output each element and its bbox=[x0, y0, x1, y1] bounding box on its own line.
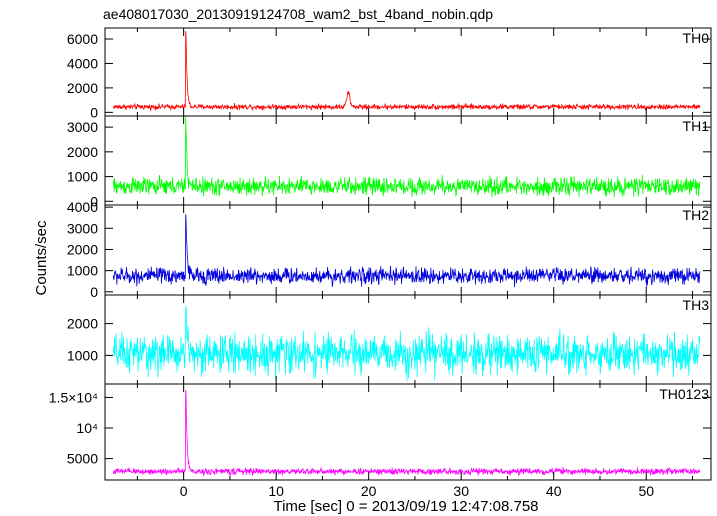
series-line-th0123 bbox=[112, 390, 701, 477]
y-tick-label: 0 bbox=[90, 284, 98, 300]
x-axis-label: Time [sec] 0 = 2013/09/19 12:47:08.758 bbox=[273, 498, 538, 515]
y-tick-label: 1000 bbox=[67, 263, 98, 279]
panel-label-th0: TH0 bbox=[683, 30, 710, 46]
x-tick-label: 40 bbox=[546, 483, 562, 499]
x-tick-label: 20 bbox=[361, 483, 377, 499]
y-tick-label: 6000 bbox=[67, 31, 98, 47]
y-tick-label: 5000 bbox=[67, 451, 98, 467]
y-tick-label: 1.5×10⁴ bbox=[49, 389, 98, 405]
x-tick-label: 10 bbox=[268, 483, 284, 499]
y-tick-label: 0 bbox=[90, 193, 98, 209]
y-axis-label: Counts/sec bbox=[33, 220, 50, 296]
panel-label-th1: TH1 bbox=[683, 118, 710, 134]
panel-label-th0123: TH0123 bbox=[659, 386, 709, 402]
panel-frame-th3 bbox=[104, 294, 712, 385]
chart-content: TH0 0 2000 4000 6000 TH1 0 1000 2000 3000 TH2 0 1000… bbox=[49, 27, 712, 499]
y-tick-label: 3000 bbox=[67, 119, 98, 135]
y-tick-label: 10⁴ bbox=[76, 420, 98, 436]
y-tick-label: 2000 bbox=[67, 316, 98, 332]
x-tick-label: 0 bbox=[180, 483, 188, 499]
x-tick-label: 30 bbox=[453, 483, 469, 499]
y-tick-label: 2000 bbox=[67, 241, 98, 257]
panel-label-th2: TH2 bbox=[683, 207, 710, 223]
y-tick-label: 2000 bbox=[67, 80, 98, 96]
panel-frame-th0 bbox=[104, 27, 712, 117]
y-tick-label: 0 bbox=[90, 104, 98, 120]
panel-frame-th2 bbox=[104, 204, 712, 296]
y-tick-label: 4000 bbox=[67, 55, 98, 71]
series-line-th0 bbox=[112, 30, 701, 112]
y-tick-label: 3000 bbox=[67, 220, 98, 236]
y-tick-label: 4000 bbox=[67, 199, 98, 215]
panel-frame-th0123 bbox=[104, 383, 712, 481]
series-line-th3 bbox=[112, 306, 701, 382]
x-tick-label: 50 bbox=[638, 483, 654, 499]
chart-title: ae408017030_20130919124708_wam2_bst_4ban… bbox=[103, 6, 493, 22]
panel-label-th3: TH3 bbox=[683, 297, 710, 313]
series-line-th2 bbox=[112, 214, 701, 288]
y-tick-label: 1000 bbox=[67, 347, 98, 363]
series-line-th1 bbox=[112, 116, 701, 198]
y-tick-label: 1000 bbox=[67, 169, 98, 185]
y-tick-label: 2000 bbox=[67, 144, 98, 160]
